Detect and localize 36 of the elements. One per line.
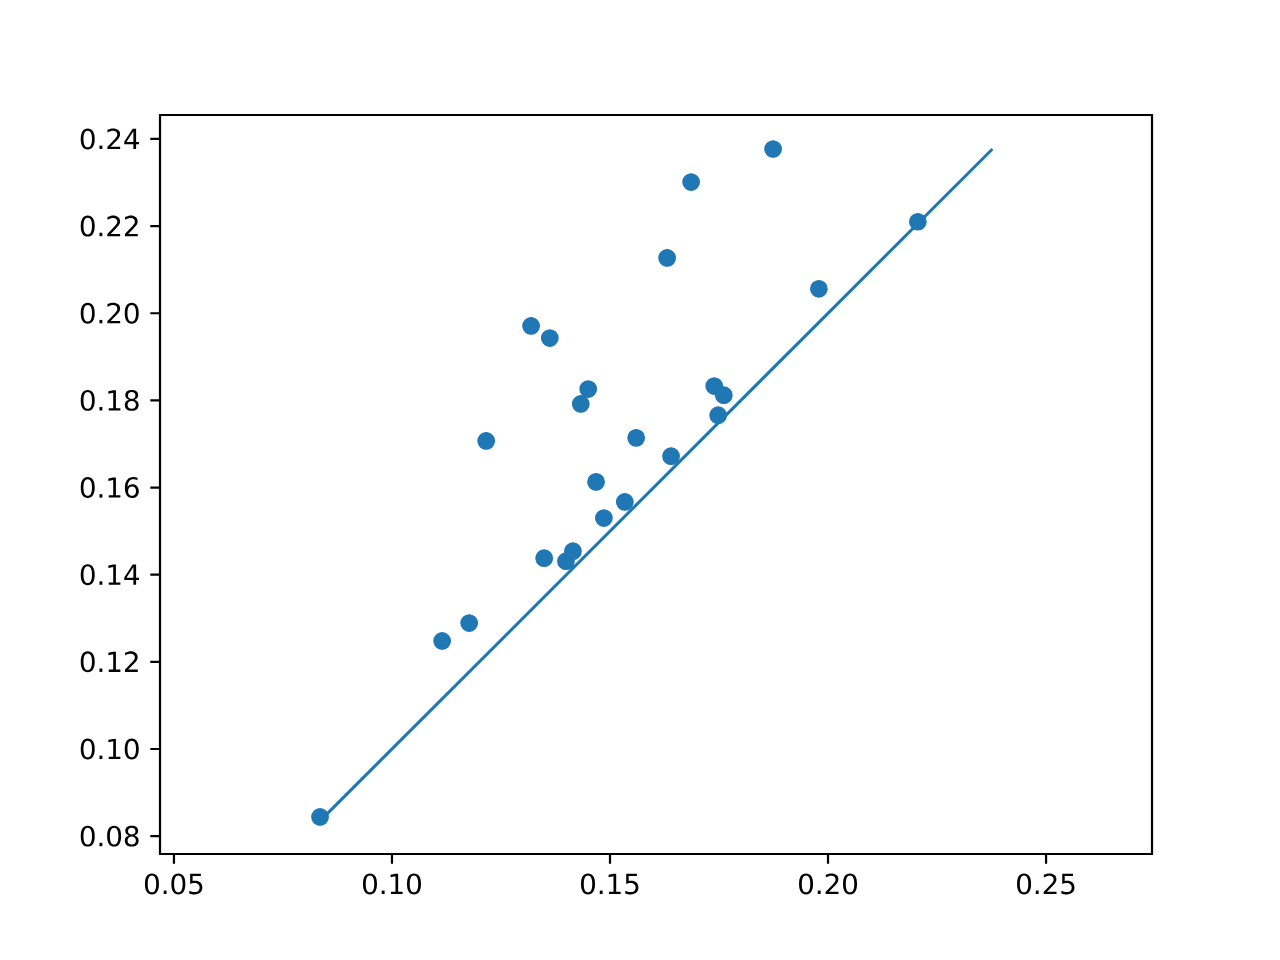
point [477,432,496,450]
x-tick-label: 0.25 [1017,873,1075,895]
y-tick-label: 0.14 [80,564,139,586]
y-tick-label: 0.18 [80,389,139,411]
y-tick-label: 0.12 [80,651,138,673]
point [571,395,590,413]
y-tick-label: 0.08 [80,825,139,847]
y-tick-label: 0.22 [80,215,138,237]
point [311,808,329,826]
x-tick-label: 0.10 [362,873,421,895]
point [909,212,927,231]
point [564,542,582,561]
point [658,249,676,267]
x-tick-label: 0.15 [581,873,639,895]
x-tick-label: 0.05 [144,873,203,895]
point [682,173,700,191]
point [540,329,559,347]
y-tick-label: 0.20 [80,302,139,324]
point [714,386,733,405]
y-tick-label: 0.16 [80,477,139,499]
point [535,549,554,567]
point [587,473,605,491]
point [579,380,598,398]
y-tick-label: 0.24 [80,128,139,150]
point [662,447,680,466]
y-tick-label: 0.10 [80,738,139,760]
point [433,632,451,650]
x-tick-label: 0.20 [799,873,858,895]
point [460,614,479,632]
point [764,140,782,158]
point [615,493,634,511]
point [595,509,613,527]
point [810,279,828,298]
point [709,406,728,425]
point [627,429,646,447]
point [522,317,540,335]
